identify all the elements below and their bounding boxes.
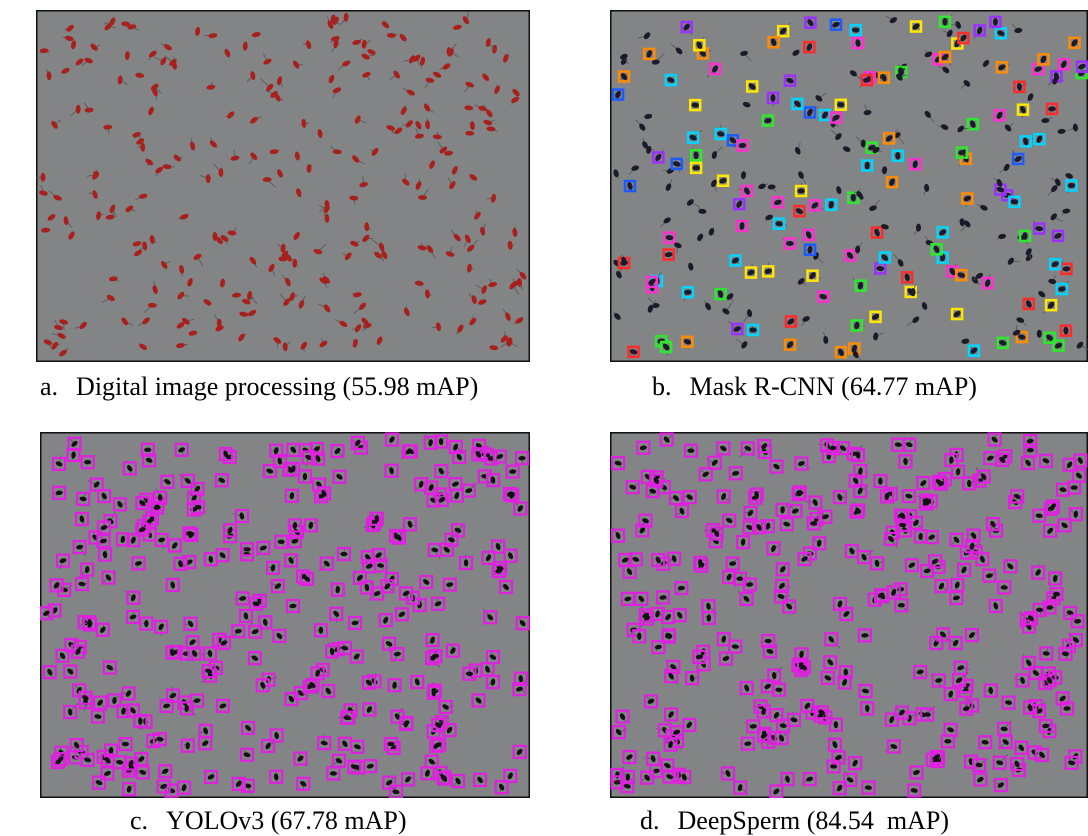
panel-image xyxy=(610,432,1088,798)
cell-head xyxy=(786,241,794,246)
caption: b. Mask R-CNN (64.77 mAP) xyxy=(652,372,977,402)
micrograph-shade xyxy=(40,432,530,798)
caption-label: c. xyxy=(130,806,148,835)
cell-head xyxy=(844,669,848,676)
caption-label: a. xyxy=(40,372,58,401)
panel-image xyxy=(610,10,1088,362)
caption-label: d. xyxy=(640,806,660,835)
caption-label: b. xyxy=(652,372,672,401)
cell-head xyxy=(84,460,91,464)
cell-head xyxy=(1037,330,1042,338)
cell-head xyxy=(1027,448,1034,452)
caption: a. Digital image processing (55.98 mAP) xyxy=(40,372,478,402)
cell-head xyxy=(87,619,91,626)
caption-text: YOLOv3 (67.78 mAP) xyxy=(166,806,407,835)
caption-text: DeepSperm (84.54 mAP) xyxy=(678,806,950,835)
panel-image xyxy=(40,432,530,798)
micrograph-shade xyxy=(36,10,530,362)
cell-head xyxy=(911,288,916,296)
micrograph-shade xyxy=(610,10,1088,362)
cell-head xyxy=(319,627,323,634)
caption-text: Digital image processing (55.98 mAP) xyxy=(76,372,478,401)
caption: c. YOLOv3 (67.78 mAP) xyxy=(130,806,407,836)
caption: d. DeepSperm (84.54 mAP) xyxy=(640,806,949,836)
panel-image xyxy=(36,10,530,362)
figure: {"panels": [ {"label": "a.", "caption": … xyxy=(0,0,1088,836)
cell-head xyxy=(736,576,743,580)
caption-text: Mask R-CNN (64.77 mAP) xyxy=(690,372,977,401)
